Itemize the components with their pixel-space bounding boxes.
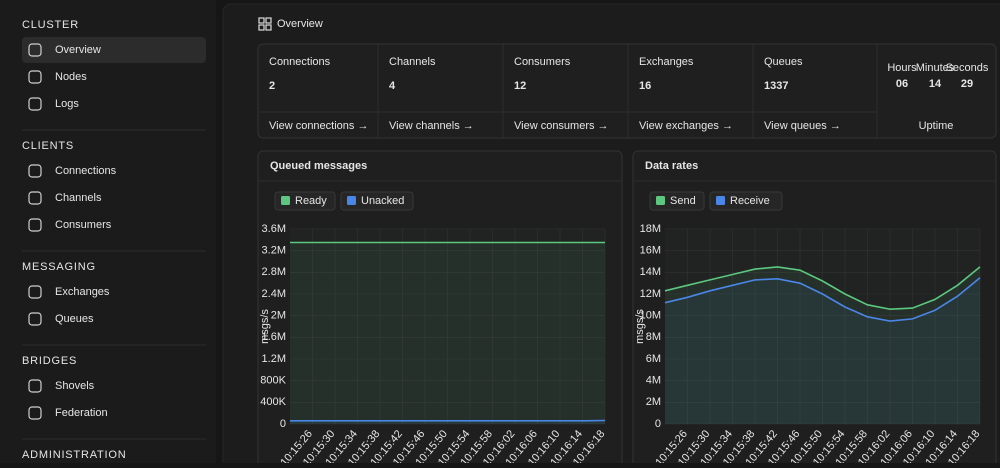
legend-swatch <box>716 196 725 205</box>
stat-label: Channels <box>389 56 436 68</box>
nav-section-title: BRIDGES <box>22 355 77 367</box>
y-tick-label: 2M <box>271 310 286 322</box>
nav-item[interactable]: Nodes <box>55 71 87 83</box>
stat-label: Queues <box>764 56 803 68</box>
y-tick-label: 6M <box>646 353 661 365</box>
y-axis-label: msgs/s <box>634 309 646 344</box>
stat-label: Connections <box>269 56 331 68</box>
legend-label: Unacked <box>361 195 404 207</box>
stat-value: 2 <box>269 80 275 92</box>
stat-label: Consumers <box>514 56 571 68</box>
legend-label: Send <box>670 195 696 207</box>
uptime-unit-label: Hours <box>887 62 917 74</box>
nav-item[interactable]: Connections <box>55 165 117 177</box>
nav-item[interactable]: Consumers <box>55 219 112 231</box>
y-tick-label: 1.2M <box>262 353 286 365</box>
y-tick-label: 0 <box>655 418 661 430</box>
y-tick-label: 2.8M <box>262 266 286 278</box>
uptime-unit-value: 06 <box>896 78 908 90</box>
y-tick-label: 16M <box>640 245 661 257</box>
chart-title: Queued messages <box>270 160 367 172</box>
stat-link[interactable]: View queues → <box>764 120 841 132</box>
nav-item[interactable]: Shovels <box>55 380 95 392</box>
y-axis-label: msgs/s <box>259 309 271 344</box>
stat-value: 4 <box>389 80 396 92</box>
nav-item[interactable]: Overview <box>55 44 101 56</box>
legend-swatch <box>656 196 665 205</box>
y-tick-label: 400K <box>260 396 286 408</box>
y-tick-label: 4M <box>646 375 661 387</box>
legend-swatch <box>347 196 356 205</box>
series-area <box>290 243 605 425</box>
nav-section-title: CLIENTS <box>22 140 74 152</box>
uptime-unit-label: Seconds <box>946 62 989 74</box>
uptime-unit-value: 14 <box>929 78 942 90</box>
nav-section-title: MESSAGING <box>22 261 96 273</box>
stat-label: Exchanges <box>639 56 694 68</box>
y-tick-label: 14M <box>640 266 661 278</box>
stat-value: 16 <box>639 80 651 92</box>
stat-value: 12 <box>514 80 526 92</box>
uptime-label: Uptime <box>919 120 954 132</box>
stat-link[interactable]: View exchanges → <box>639 120 733 132</box>
chart-title: Data rates <box>645 160 698 172</box>
uptime-unit-value: 29 <box>961 78 973 90</box>
stats-card <box>258 44 996 138</box>
legend-label: Ready <box>295 195 327 207</box>
legend-label: Receive <box>730 195 770 207</box>
page-title: Overview <box>277 18 323 30</box>
y-tick-label: 8M <box>646 331 661 343</box>
y-tick-label: 2M <box>646 396 661 408</box>
nav-item[interactable]: Channels <box>55 192 102 204</box>
nav-section-title: ADMINISTRATION <box>22 449 127 461</box>
nav-active <box>22 37 206 63</box>
y-tick-label: 3.6M <box>262 223 286 235</box>
y-tick-label: 12M <box>640 288 661 300</box>
stat-value: 1337 <box>764 80 788 92</box>
legend-swatch <box>281 196 290 205</box>
y-tick-label: 800K <box>260 375 286 387</box>
stat-link[interactable]: View connections → <box>269 120 368 132</box>
y-tick-label: 18M <box>640 223 661 235</box>
nav-item[interactable]: Federation <box>55 407 108 419</box>
y-tick-label: 0 <box>280 418 286 430</box>
nav-item[interactable]: Logs <box>55 98 79 110</box>
nav-section-title: CLUSTER <box>22 19 79 31</box>
y-tick-label: 3.2M <box>262 245 286 257</box>
nav-item[interactable]: Queues <box>55 313 94 325</box>
nav-item[interactable]: Exchanges <box>55 286 110 298</box>
stat-link[interactable]: View consumers → <box>514 120 609 132</box>
stat-link[interactable]: View channels → <box>389 120 474 132</box>
y-tick-label: 2.4M <box>262 288 286 300</box>
